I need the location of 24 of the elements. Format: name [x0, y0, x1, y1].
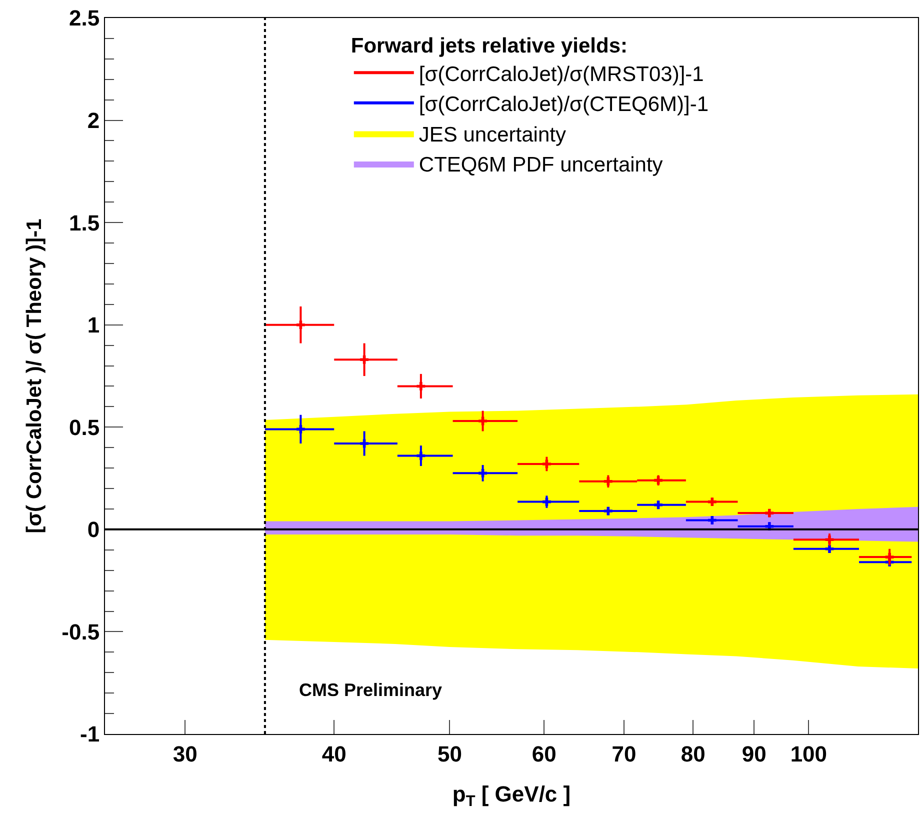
y-tick-label: 0.5 — [69, 414, 100, 440]
x-tick-label: 50 — [437, 741, 462, 766]
x-tick-label: 40 — [322, 741, 346, 766]
y-tick-label: 0 — [87, 517, 100, 542]
legend-label: [σ(CorrCaloJet)/σ(CTEQ6M)]-1 — [418, 93, 709, 116]
x-tick-label: 100 — [790, 741, 828, 766]
annotation: CMS Preliminary — [299, 680, 442, 700]
x-tick-label: 70 — [612, 741, 636, 766]
y-tick-label: 1 — [87, 312, 100, 338]
y-tick-label: 2.5 — [69, 6, 100, 31]
x-tick-label: 30 — [172, 741, 198, 766]
legend-title: Forward jets relative yields: — [350, 34, 628, 58]
y-tick-label: -0.5 — [62, 619, 100, 644]
legend-label: CTEQ6M PDF uncertainty — [418, 154, 664, 177]
legend-label: JES uncertainty — [418, 123, 566, 146]
y-tick-label: 2 — [87, 108, 100, 133]
x-tick-label: 90 — [742, 741, 766, 766]
y-tick-label: 1.5 — [69, 210, 100, 236]
x-axis-title: p$_{T}$ [ GeV/c ] — [452, 781, 571, 810]
y-axis-title: [σ( CorrCaloJet )/ σ( Theory )]-1 — [22, 218, 46, 534]
legend-label: [σ(CorrCaloJet)/σ(MRST03)]-1 — [418, 62, 704, 86]
y-tick-label: -1 — [80, 722, 100, 747]
x-tick-label: 60 — [532, 741, 556, 766]
x-tick-label: 80 — [680, 741, 706, 766]
